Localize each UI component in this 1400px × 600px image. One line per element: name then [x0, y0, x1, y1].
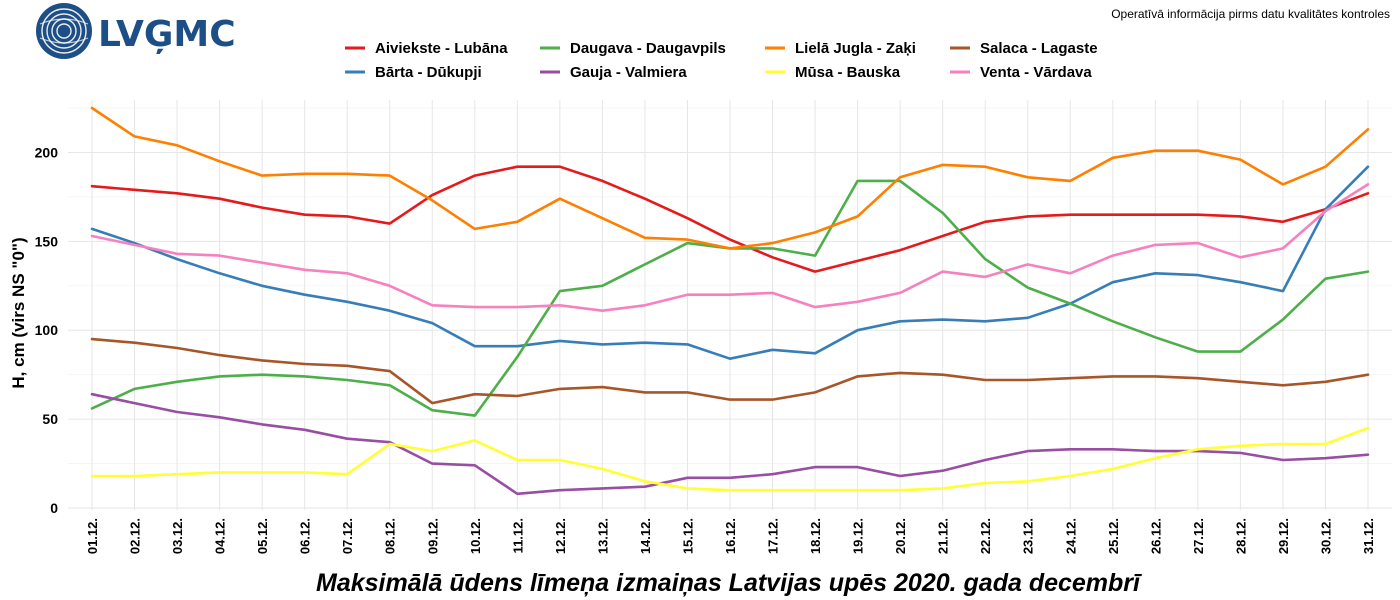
legend-label: Aiviekste - Lubāna — [375, 40, 508, 57]
x-tick-label: 02.12. — [128, 518, 143, 554]
x-tick-label: 11.12. — [510, 518, 525, 553]
x-axis-ticks: 01.12. 02.12. 03.12. 04.12. 05.12. 06.12. 07.1… — [85, 518, 1376, 554]
y-tick-label: 100 — [35, 322, 59, 338]
data-quality-note: Operatīvā informācija pirms datu kvalitā… — [1111, 7, 1390, 21]
x-tick-label: 17.12. — [766, 518, 781, 554]
series-line-liela-jugla-zaki — [90, 106, 1370, 250]
y-axis-ticks: 0 50 100 150 200 — [35, 144, 59, 516]
x-tick-label: 14.12. — [638, 518, 653, 554]
x-tick-label: 25.12. — [1106, 518, 1121, 554]
x-tick-label: 20.12. — [893, 518, 908, 554]
y-tick-label: 200 — [35, 144, 59, 160]
x-tick-label: 26.12. — [1148, 518, 1163, 554]
y-tick-label: 0 — [50, 500, 58, 516]
series-line-barta-dukupji — [90, 165, 1370, 360]
y-tick-label: 50 — [42, 411, 58, 427]
legend-label: Mūsa - Bauska — [795, 64, 901, 81]
x-tick-label: 08.12. — [383, 518, 398, 554]
x-tick-label: 04.12. — [213, 518, 228, 554]
x-tick-label: 19.12. — [851, 518, 866, 554]
x-tick-label: 09.12. — [425, 518, 440, 554]
legend-label: Salaca - Lagaste — [980, 40, 1098, 57]
x-tick-label: 24.12. — [1063, 518, 1078, 554]
x-tick-label: 10.12. — [468, 518, 483, 554]
x-tick-label: 31.12. — [1361, 518, 1376, 554]
series-line-gauja-valmiera — [90, 392, 1370, 496]
x-tick-label: 23.12. — [1021, 518, 1036, 554]
series-line-aiviekste-lubana — [90, 165, 1370, 273]
x-tick-label: 28.12. — [1233, 518, 1248, 554]
series-lines — [90, 106, 1370, 496]
legend-label: Lielā Jugla - Zaķi — [795, 40, 916, 57]
chart-title: Maksimālā ūdens līmeņa izmaiņas Latvijas… — [316, 569, 1142, 597]
x-tick-label: 07.12. — [340, 518, 355, 554]
legend-label: Bārta - Dūkupji — [375, 64, 482, 81]
x-tick-label: 13.12. — [595, 518, 610, 554]
series-line-musa-bauska — [90, 426, 1370, 492]
grid — [68, 100, 1392, 510]
x-tick-label: 30.12. — [1318, 518, 1333, 554]
series-line-salaca-lagaste — [90, 337, 1370, 405]
x-tick-label: 21.12. — [936, 518, 951, 554]
y-axis-label: H, cm (virs NS "0") — [9, 237, 28, 388]
series-line-venta-vardava — [90, 183, 1370, 312]
x-tick-label: 01.12. — [85, 518, 100, 554]
x-tick-label: 03.12. — [170, 518, 185, 554]
legend-label: Daugava - Daugavpils — [570, 40, 726, 57]
legend: Aiviekste - Lubāna Bārta - Dūkupji Daugava… — [345, 40, 1098, 81]
x-tick-label: 18.12. — [808, 518, 823, 554]
x-tick-label: 27.12. — [1191, 518, 1206, 554]
y-tick-label: 150 — [35, 233, 59, 249]
lvgmc-logo: LVĢMC — [36, 3, 236, 59]
lvgmc-logo-icon — [36, 3, 92, 59]
logo-text: LVĢMC — [98, 14, 236, 55]
x-tick-label: 06.12. — [298, 518, 313, 554]
legend-label: Venta - Vārdava — [980, 64, 1092, 81]
x-tick-label: 22.12. — [978, 518, 993, 554]
x-tick-label: 29.12. — [1276, 518, 1291, 554]
x-tick-label: 16.12. — [723, 518, 738, 554]
legend-label: Gauja - Valmiera — [570, 64, 687, 81]
x-tick-label: 15.12. — [680, 518, 695, 554]
x-tick-label: 05.12. — [255, 518, 270, 554]
x-tick-label: 12.12. — [553, 518, 568, 554]
